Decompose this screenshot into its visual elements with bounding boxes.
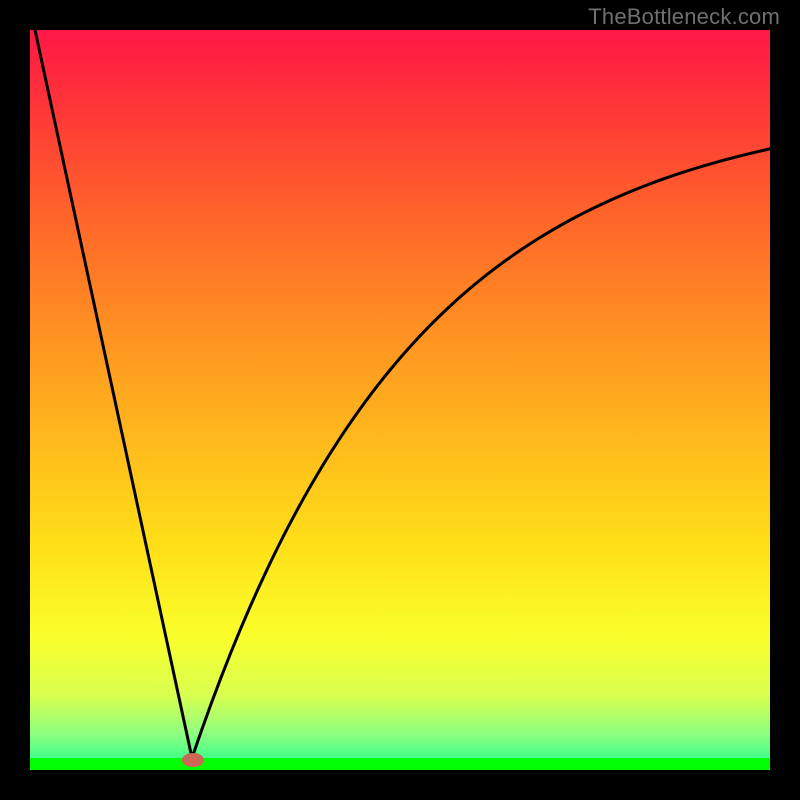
plot-area xyxy=(30,30,770,770)
optimal-point-marker xyxy=(182,753,204,767)
watermark-text: TheBottleneck.com xyxy=(588,4,780,30)
green-safe-band xyxy=(30,758,770,770)
bottleneck-chart xyxy=(0,0,800,800)
gradient-background xyxy=(30,30,770,770)
chart-frame: TheBottleneck.com xyxy=(0,0,800,800)
